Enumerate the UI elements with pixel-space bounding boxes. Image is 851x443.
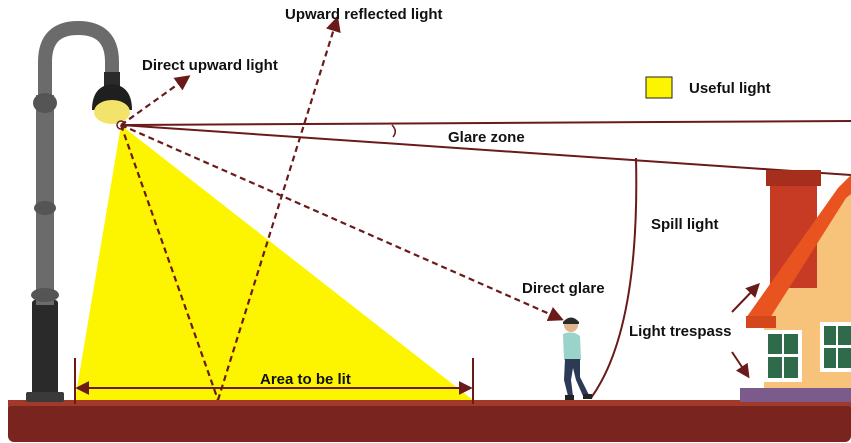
lamp-pole-base [32,300,58,400]
house [740,170,851,402]
area-to-be-lit-label: Area to be lit [260,371,351,388]
ground-edge [8,400,851,406]
street-lamp [26,20,132,402]
light-trespass-arrow-upper [731,282,760,313]
direct-glare-arrow [120,123,564,322]
upward-reflected-light-arrow [216,16,341,401]
glare-zone-lower-line [120,124,851,176]
useful-light-cone [75,125,473,400]
useful-light-legend-label: Useful light [689,80,771,97]
pedestrian [563,317,592,400]
lamp-pole [36,95,54,305]
house-window-left [764,330,802,382]
glare-zone-label: Glare zone [448,129,525,146]
house-window-right [820,322,851,372]
direct-upward-light-arrow [120,75,191,126]
spill-light-label: Spill light [651,216,719,233]
spill-light-curve [590,157,638,399]
house-base [740,388,851,402]
direct-glare-label: Direct glare [522,280,605,297]
reflected-incident-ray [119,124,220,401]
light-trespass-arrow-lower [731,351,750,379]
useful-light-legend-swatch [645,76,673,99]
light-trespass-label: Light trespass [629,323,732,340]
lamp-bulb [94,100,130,124]
ground [8,402,851,442]
glare-angle-arc [391,124,396,138]
glare-zone-upper-line [120,120,851,126]
upward-reflected-light-label: Upward reflected light [285,6,443,23]
direct-upward-light-label: Direct upward light [142,57,278,74]
roof [746,175,851,318]
